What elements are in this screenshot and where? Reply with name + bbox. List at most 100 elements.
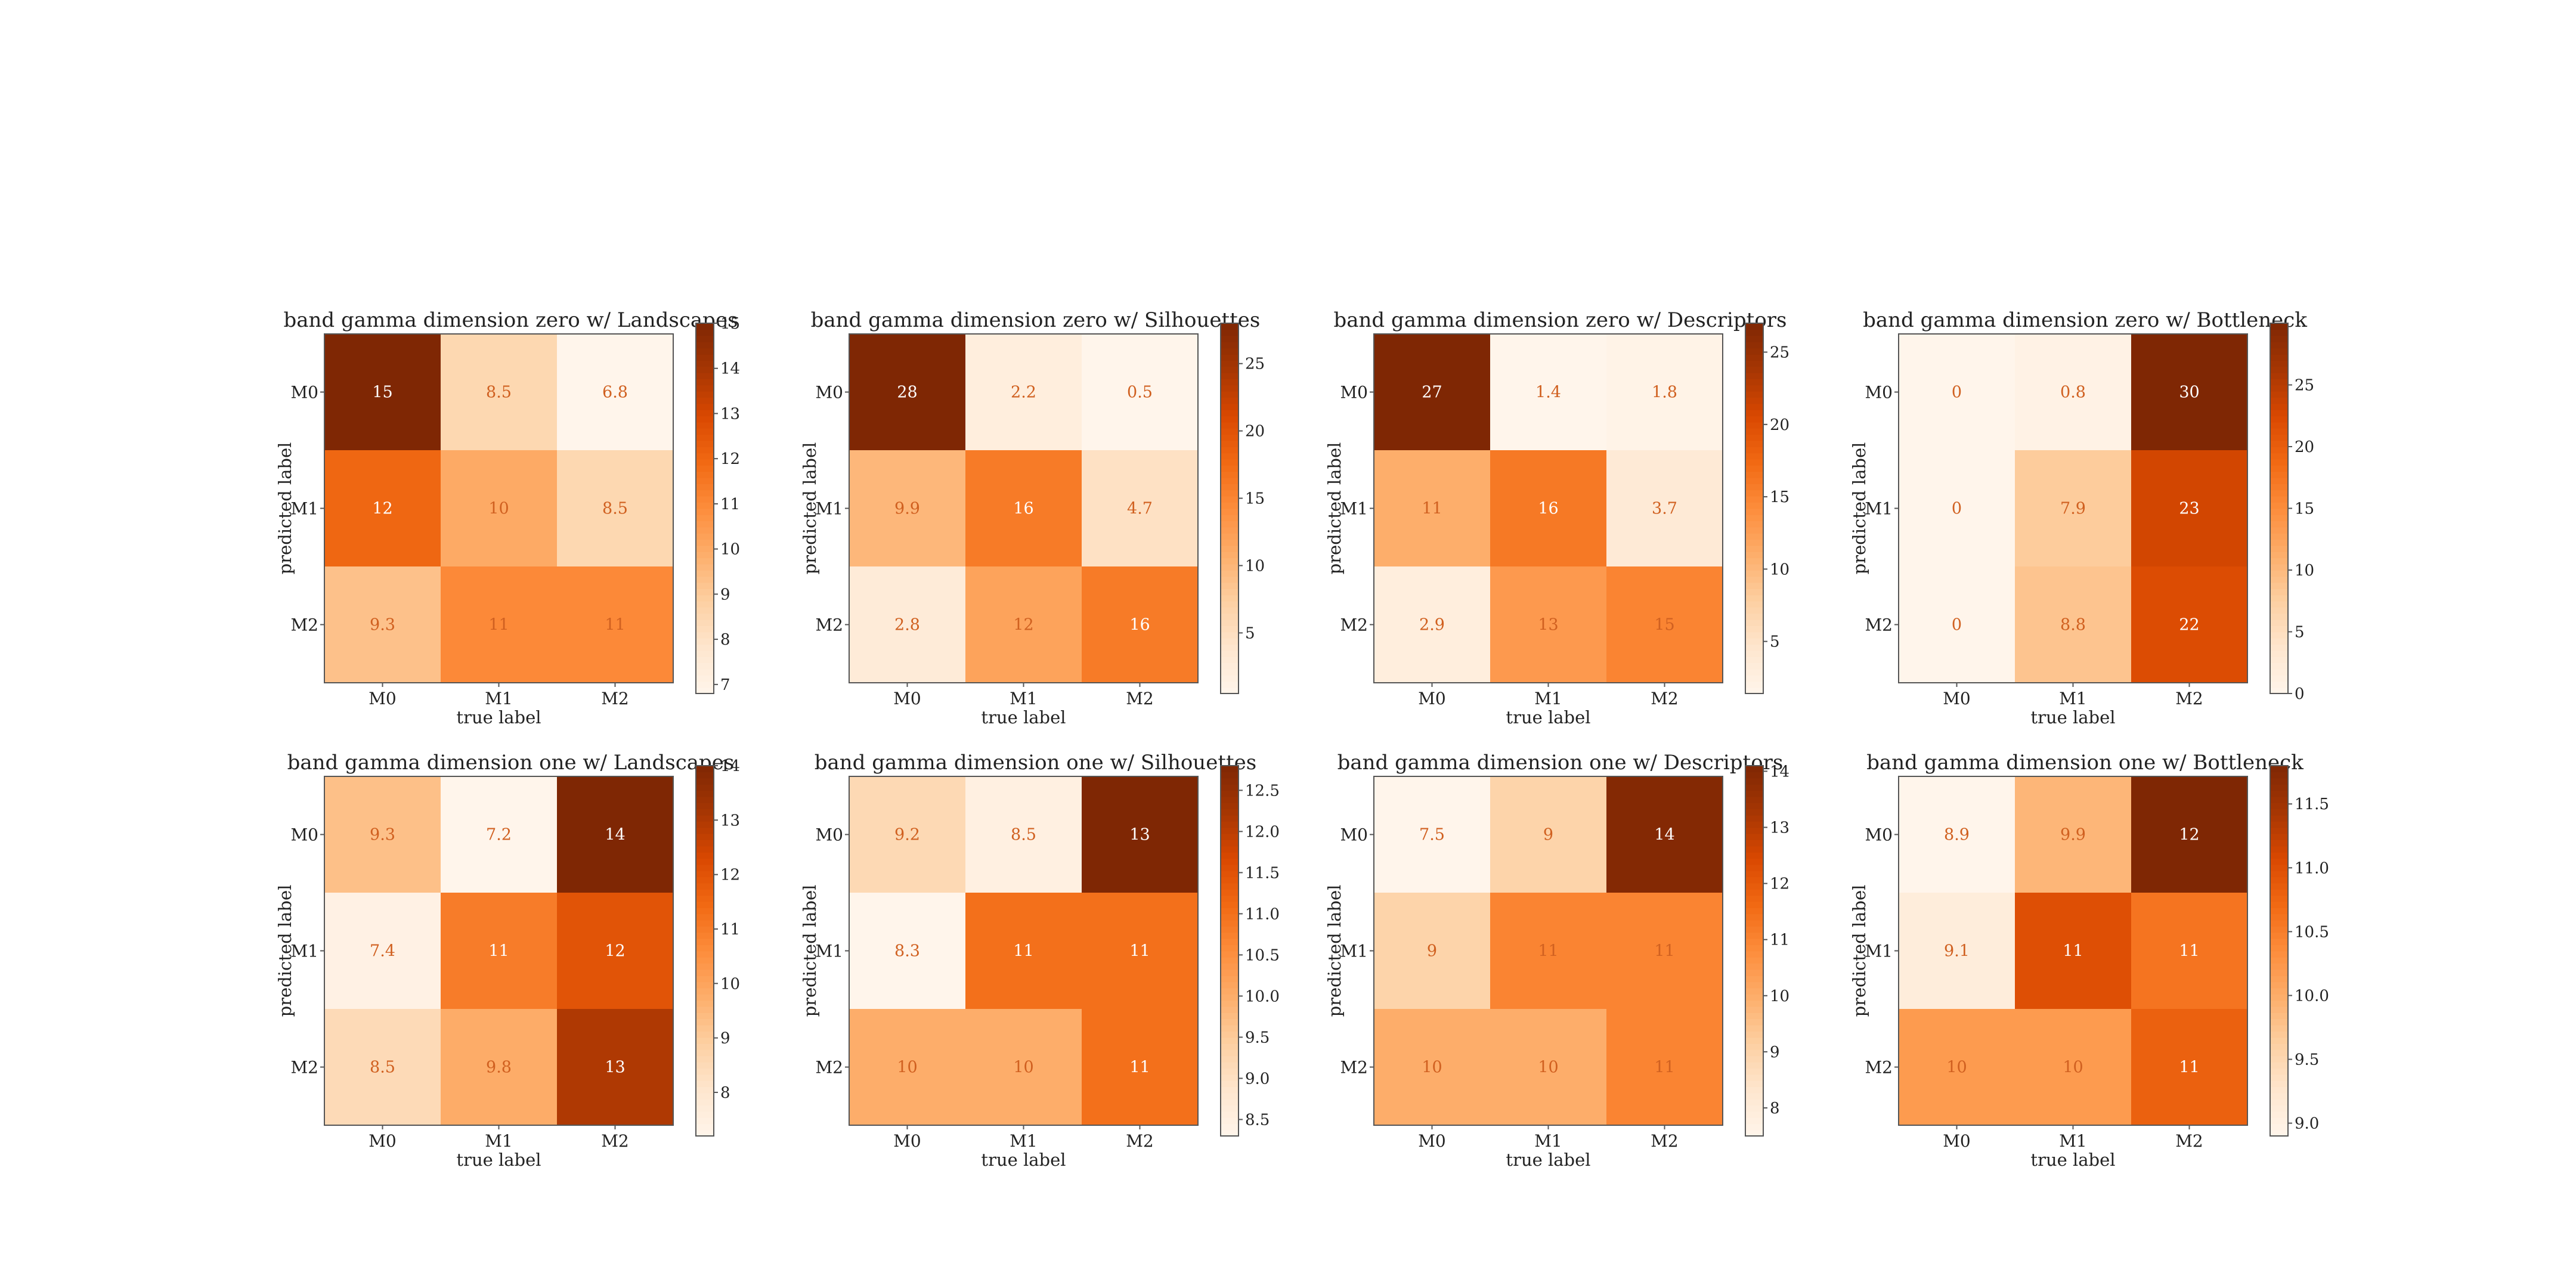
colorbar-segment bbox=[1745, 397, 1763, 404]
colorbar-segment bbox=[1221, 1049, 1239, 1057]
colorbar-segment bbox=[2270, 901, 2288, 908]
colorbar-segment bbox=[696, 637, 714, 645]
colorbar-tick-label: 12.0 bbox=[1245, 823, 1280, 841]
colorbar-segment bbox=[696, 1055, 714, 1063]
colorbar-segment bbox=[2270, 919, 2288, 927]
colorbar-segment bbox=[2270, 864, 2288, 871]
x-tick-label: M0 bbox=[1418, 1131, 1445, 1151]
colorbar-segment bbox=[696, 397, 714, 404]
colorbar-segment bbox=[1221, 619, 1239, 626]
colorbar-segment bbox=[1745, 335, 1763, 342]
colorbar-segment bbox=[1745, 1111, 1763, 1118]
colorbar-segment bbox=[1221, 1098, 1239, 1106]
cell-value-label: 11 bbox=[2063, 942, 2083, 961]
colorbar-segment bbox=[2270, 447, 2288, 454]
cell-value-label: 11 bbox=[2179, 942, 2199, 961]
colorbar-segment bbox=[1745, 877, 1763, 884]
colorbar-segment bbox=[1745, 502, 1763, 509]
heatmap-cell bbox=[1082, 566, 1198, 683]
y-tick-label: M0 bbox=[1340, 383, 1368, 402]
colorbar-segment bbox=[1745, 409, 1763, 417]
colorbar-segment bbox=[2270, 950, 2288, 958]
colorbar-tick-label: 10.5 bbox=[2295, 923, 2329, 941]
cell-value-label: 0.5 bbox=[1127, 383, 1153, 402]
colorbar-tick-label: 12 bbox=[1770, 875, 1789, 893]
colorbar-segment bbox=[1221, 932, 1239, 939]
colorbar-segment bbox=[1745, 833, 1763, 840]
colorbar-segment bbox=[1221, 558, 1239, 565]
colorbar-segment bbox=[696, 901, 714, 908]
colorbar-tick-label: 9.0 bbox=[2295, 1115, 2319, 1133]
colorbar-segment bbox=[2270, 1024, 2288, 1032]
colorbar-segment bbox=[1745, 969, 1763, 976]
colorbar-segment bbox=[1221, 527, 1239, 534]
colorbar-segment bbox=[1221, 1129, 1239, 1137]
colorbar-segment bbox=[696, 1061, 714, 1069]
colorbar-frame bbox=[695, 323, 714, 694]
colorbar-segment bbox=[1745, 514, 1763, 521]
colorbar-segment bbox=[1745, 650, 1763, 657]
colorbar-tick-label: 15 bbox=[1770, 488, 1789, 506]
colorbar-segment bbox=[2270, 815, 2288, 822]
heatmap-cell bbox=[1606, 893, 1723, 1009]
colorbar-segment bbox=[696, 969, 714, 976]
colorbar-segment bbox=[1745, 403, 1763, 410]
cell-value-label: 8.3 bbox=[894, 942, 920, 961]
colorbar-segment bbox=[696, 889, 714, 896]
colorbar-segment bbox=[696, 1074, 714, 1081]
colorbar-segment bbox=[1745, 323, 1763, 330]
colorbar-segment bbox=[696, 668, 714, 676]
cell-value-label: 3.7 bbox=[1652, 500, 1677, 518]
colorbar-tick-label: 20 bbox=[1770, 416, 1789, 434]
colorbar-segment bbox=[1745, 846, 1763, 853]
cell-value-label: 11 bbox=[2179, 1058, 2199, 1077]
colorbar-segment bbox=[2270, 471, 2288, 478]
cell-value-label: 10 bbox=[1538, 1058, 1558, 1077]
heatmap-cell bbox=[965, 1009, 1082, 1125]
colorbar-segment bbox=[1745, 477, 1763, 484]
colorbar-segment bbox=[696, 784, 714, 791]
colorbar-segment bbox=[1221, 1024, 1239, 1032]
colorbar-segment bbox=[1221, 626, 1239, 633]
cell-value-label: 2.8 bbox=[894, 616, 920, 634]
colorbar-segment bbox=[1221, 650, 1239, 657]
heatmap-cell bbox=[1082, 1009, 1198, 1125]
y-tick-label: M1 bbox=[816, 499, 843, 519]
y-axis-label: predicted label bbox=[275, 885, 295, 1017]
colorbar-tick-label: 12.5 bbox=[1245, 782, 1280, 800]
colorbar-segment bbox=[1221, 545, 1239, 552]
cell-value-label: 12 bbox=[372, 500, 392, 518]
colorbar-segment bbox=[696, 650, 714, 657]
cell-value-label: 2.9 bbox=[1419, 616, 1445, 634]
heatmap-cell bbox=[965, 566, 1082, 683]
colorbar-tick-label: 10 bbox=[1245, 557, 1265, 575]
heatmap-cell bbox=[2015, 450, 2131, 566]
cell-value-label: 9.3 bbox=[370, 616, 395, 634]
colorbar-segment bbox=[2270, 1123, 2288, 1131]
x-axis-label: true label bbox=[981, 707, 1066, 727]
colorbar-segment bbox=[696, 1098, 714, 1106]
colorbar-tick-label: 9 bbox=[720, 1030, 730, 1048]
colorbar-segment bbox=[2270, 422, 2288, 429]
cell-value-label: 9.9 bbox=[2060, 826, 2086, 844]
y-tick-label: M2 bbox=[816, 1058, 843, 1078]
colorbar-segment bbox=[696, 626, 714, 633]
colorbar-tick-label: 5 bbox=[1770, 633, 1780, 651]
colorbar-segment bbox=[2270, 397, 2288, 404]
colorbar-segment bbox=[2270, 895, 2288, 902]
colorbar-tick-label: 15 bbox=[2295, 500, 2314, 518]
colorbar-segment bbox=[1221, 595, 1239, 602]
colorbar-tick-label: 10.0 bbox=[2295, 987, 2329, 1005]
confusion-matrix-6: band gamma dimension one w/ Silhouettes 9… bbox=[800, 751, 1280, 1170]
colorbar-segment bbox=[2270, 465, 2288, 472]
colorbar-segment bbox=[1221, 956, 1239, 964]
cell-value-label: 11 bbox=[605, 616, 625, 634]
heatmap-cell bbox=[1899, 566, 2015, 683]
colorbar-segment bbox=[2270, 668, 2288, 676]
colorbar-segment bbox=[1221, 674, 1239, 682]
colorbar-segment bbox=[696, 883, 714, 890]
colorbar-segment bbox=[1221, 914, 1239, 921]
colorbar-segment bbox=[696, 1013, 714, 1020]
colorbar-segment bbox=[1221, 858, 1239, 865]
colorbar-segment bbox=[2270, 440, 2288, 447]
